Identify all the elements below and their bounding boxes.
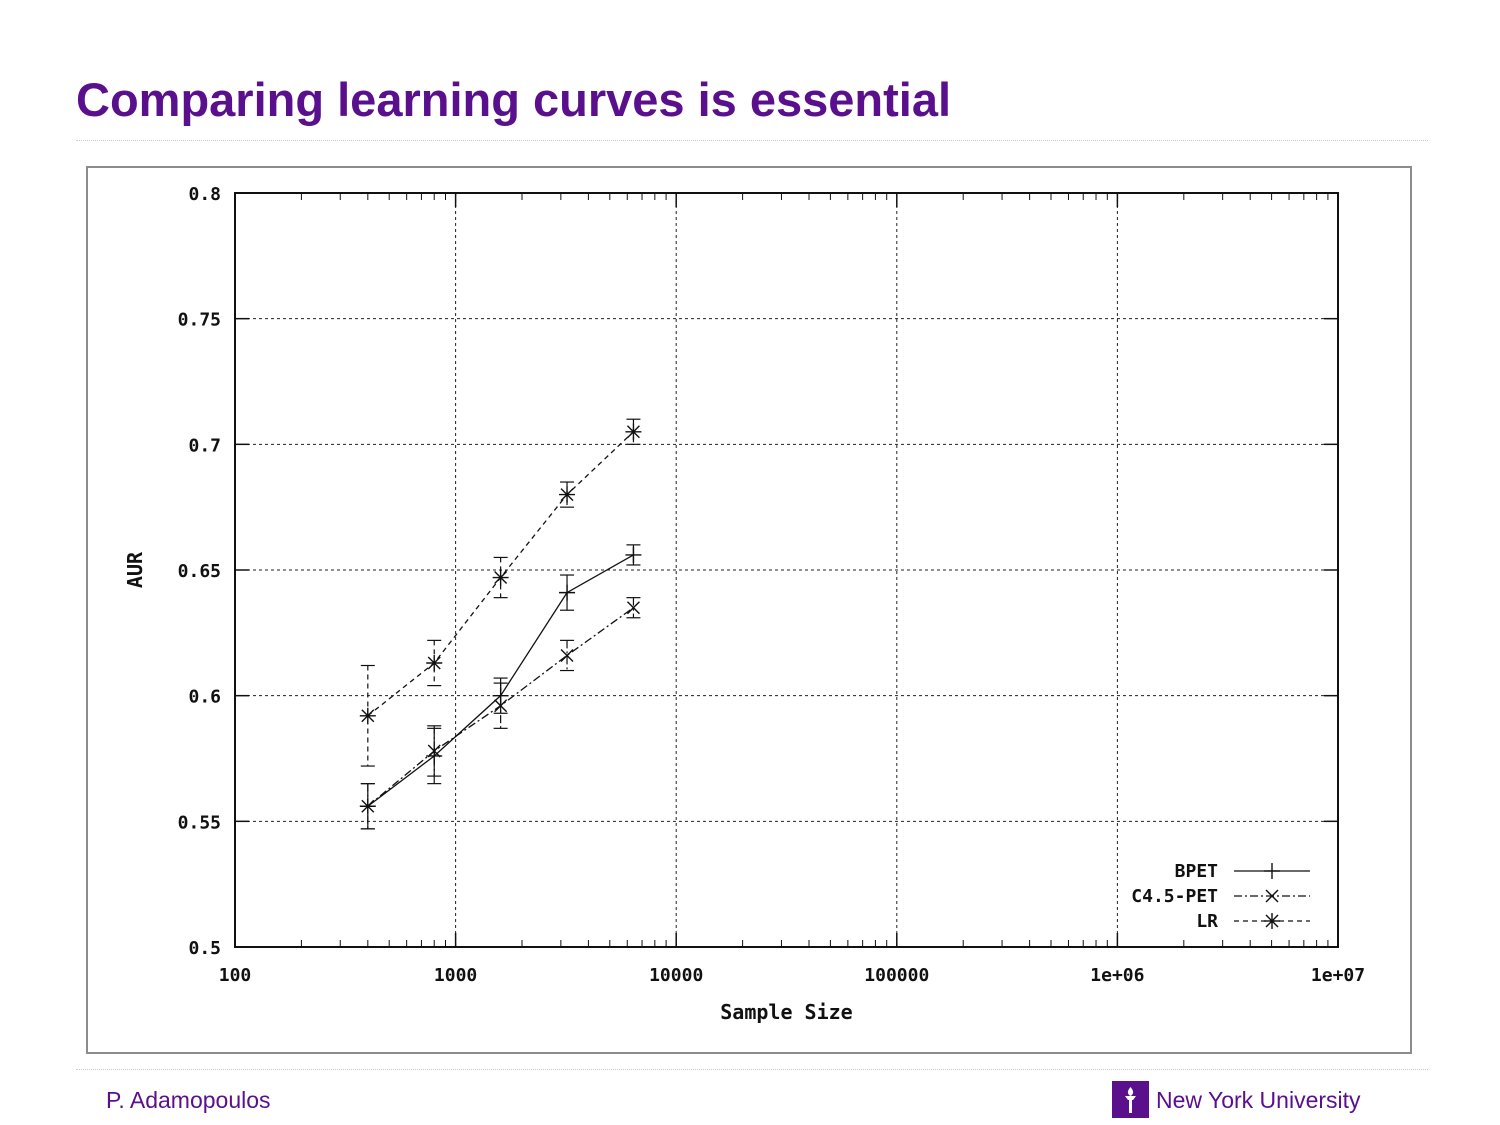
y-axis-label: AUR [123,551,147,588]
marker-stroke [494,571,508,585]
legend-label: BPET [1175,861,1219,882]
legend-label: C4.5-PET [1131,886,1218,907]
marker-stroke [361,709,375,723]
data-point [625,546,642,563]
x-axis-label: Sample Size [720,1000,852,1024]
data-point [560,648,574,662]
data-point [361,799,375,813]
data-point [559,486,576,503]
marker-stroke [361,799,375,813]
marker-stroke [626,425,640,439]
marker-stroke [427,656,441,670]
legend-marker [1265,889,1279,903]
learning-curve-chart: 0.5 0.55 0.6 0.65 0.7 0.75 0.8 100 1000 10000 1000… [123,184,1365,1024]
x-tick-label: 1000 [434,965,477,986]
marker-stroke [494,699,508,713]
title-divider [76,140,1428,141]
data-point [625,423,642,440]
chart-frame: 0.5 0.55 0.6 0.65 0.7 0.75 0.8 100 1000 10000 1000… [86,166,1412,1054]
data-point [359,707,376,724]
y-tick-label: 0.7 [188,435,221,456]
footer-organization: New York University [1156,1087,1361,1113]
data-point [426,654,443,671]
data-point [494,699,508,713]
legend-label: LR [1196,911,1218,932]
marker-stroke [560,488,574,502]
y-tick-label: 0.5 [188,938,221,959]
footer-author: P. Adamopoulos [106,1087,271,1113]
x-tick-label: 1e+07 [1311,965,1365,986]
marker-stroke [1265,914,1279,928]
y-tick-label: 0.55 [178,812,221,833]
data-point [626,601,640,615]
footer-divider [76,1069,1428,1070]
marker-stroke [427,744,441,758]
marker-stroke [560,648,574,662]
legend-marker [1264,913,1280,929]
y-tick-label: 0.8 [188,184,221,205]
data-point [427,744,441,758]
y-tick-label: 0.6 [188,687,221,708]
nyu-torch-icon [1112,1081,1149,1118]
x-tick-label: 1e+06 [1090,965,1144,986]
marker-stroke [1265,889,1279,903]
x-tick-label: 100000 [864,965,929,986]
data-point [492,569,509,586]
y-tick-label: 0.75 [178,310,221,331]
x-tick-label: 100 [219,965,252,986]
legend-marker [1264,863,1280,879]
slide-title: Comparing learning curves is essential [76,73,952,126]
x-tick-label: 10000 [649,965,703,986]
y-tick-label: 0.65 [178,561,221,582]
marker-stroke [626,601,640,615]
data-point [559,584,576,601]
